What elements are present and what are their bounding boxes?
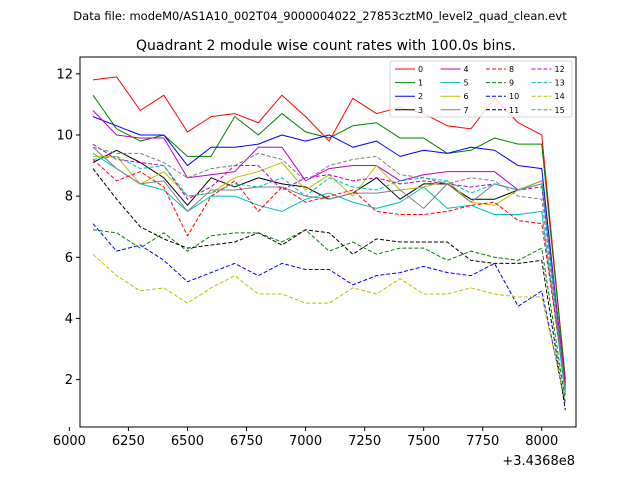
x-tick-label: 7000 — [289, 434, 322, 449]
x-tick-label: 7500 — [407, 434, 440, 449]
series-line-7 — [92, 146, 566, 389]
series-line-3 — [92, 149, 566, 386]
x-tick-label: 6000 — [53, 434, 86, 449]
x-tick-label: 6250 — [112, 434, 145, 449]
series-line-11 — [92, 168, 566, 411]
series-line-8 — [92, 159, 566, 386]
series-line-1 — [92, 94, 566, 380]
series-line-9 — [92, 229, 566, 402]
series-line-13 — [92, 155, 566, 395]
series-line-12 — [92, 143, 566, 383]
legend-label: 1 — [418, 79, 423, 88]
legend-label: 5 — [464, 79, 469, 88]
legend-label: 8 — [509, 65, 514, 74]
plot-area: 6000 6250 6500 6750 7000 7250 7500 7750 8000 246… — [53, 56, 577, 469]
series-line-6 — [92, 155, 566, 392]
x-tick-label: 8000 — [525, 434, 558, 449]
axes-frame — [79, 56, 577, 428]
y-tick-label: 2 — [65, 373, 73, 388]
legend-label: 10 — [509, 92, 519, 101]
legend-label: 11 — [509, 106, 519, 115]
series-line-10 — [92, 223, 566, 405]
series-line-14 — [92, 253, 566, 402]
y-tick-label: 6 — [65, 251, 73, 266]
x-offset-label: +3.4368e8 — [502, 454, 575, 469]
legend-label: 7 — [464, 106, 469, 115]
x-axis: 6000 6250 6500 6750 7000 7250 7500 7750 8000 — [53, 427, 558, 449]
x-tick-label: 7750 — [466, 434, 499, 449]
legend-label: 15 — [555, 106, 565, 115]
y-tick-label: 10 — [56, 128, 73, 143]
x-tick-label: 6750 — [230, 434, 263, 449]
series-line-0 — [92, 76, 566, 380]
x-tick-label: 7250 — [348, 434, 381, 449]
chart-title: Quadrant 2 module wise count rates with … — [136, 38, 516, 54]
legend-label: 14 — [555, 92, 565, 101]
y-tick-label: 4 — [65, 312, 73, 327]
series-line-15 — [92, 146, 566, 392]
series-line-5 — [92, 152, 566, 395]
legend-frame — [389, 60, 573, 118]
legend-label: 9 — [509, 79, 514, 88]
y-tick-label: 8 — [65, 190, 73, 205]
chart-suptitle: Data file: modeM0/AS1A10_002T04_90000040… — [73, 9, 567, 23]
legend-label: 12 — [555, 65, 565, 74]
legend-label: 13 — [555, 79, 565, 88]
legend-label: 0 — [418, 65, 423, 74]
legend-label: 3 — [418, 106, 423, 115]
legend-label: 6 — [464, 92, 469, 101]
series-line-4 — [92, 110, 566, 383]
series-layer — [92, 76, 566, 411]
series-line-2 — [92, 116, 566, 389]
legend-label: 4 — [464, 65, 469, 74]
legend-label: 2 — [418, 92, 423, 101]
y-tick-label: 12 — [56, 67, 73, 82]
x-tick-label: 6500 — [171, 434, 204, 449]
y-axis: 2 4 6 8 10 12 — [56, 67, 80, 388]
